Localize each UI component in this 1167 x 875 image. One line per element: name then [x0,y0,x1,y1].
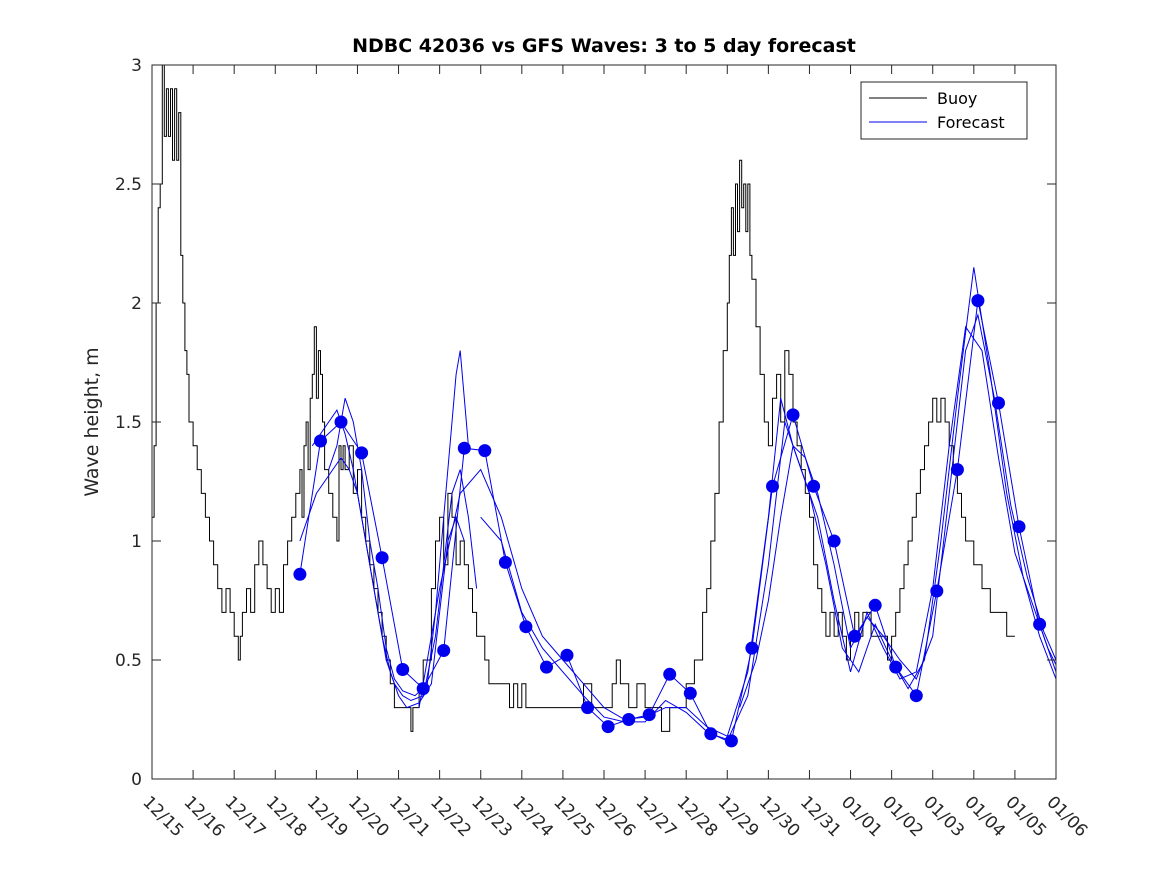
forecast-marker-34 [971,294,985,308]
y-axis-label: Wave height, m [81,347,103,496]
forecast-marker-17 [622,713,636,726]
forecast-marker-23 [745,641,759,655]
forecast-marker-4 [355,446,369,460]
forecast-marker-21 [704,727,718,741]
series-layer [152,64,1057,742]
forecast-marker-8 [437,644,451,657]
forecast-marker-31 [909,689,923,703]
forecast-marker-37 [1033,617,1047,631]
forecast-marker-9 [457,441,471,455]
y-tick-label-4: 2 [131,294,142,314]
forecast-marker-26 [807,479,821,493]
forecast-marker-30 [889,660,903,674]
y-tick-label-5: 2.5 [115,175,142,195]
legend-forecast-label: Forecast [937,113,1005,132]
chart-title: NDBC 42036 vs GFS Waves: 3 to 5 day fore… [352,35,856,57]
forecast-marker-6 [396,663,410,676]
forecast-marker-10 [478,444,492,458]
legend-box [860,81,1028,140]
y-tick-label-0: 0 [131,770,142,790]
forecast-marker-19 [663,667,677,681]
forecast-marker-35 [992,396,1005,410]
forecast-marker-22 [724,734,738,748]
forecast-marker-32 [930,584,944,598]
forecast-line-5 [418,267,1057,737]
forecast-line-4 [299,300,1057,742]
y-tick-label-3: 1.5 [115,413,142,433]
forecast-marker-20 [683,686,697,700]
forecast-marker-1 [293,567,307,581]
forecast-marker-25 [786,408,800,422]
forecast-marker-36 [1012,520,1026,534]
y-tick-label-1: 0.5 [115,651,142,671]
forecast-line-3 [328,350,469,697]
marker-layer [293,294,1047,748]
forecast-marker-29 [868,598,882,612]
plot-area [152,65,1056,779]
forecast-marker-5 [375,551,389,565]
forecast-marker-13 [540,660,553,674]
forecast-marker-12 [519,620,533,634]
forecast-marker-7 [416,682,430,696]
forecast-marker-18 [642,708,656,722]
legend: Buoy Forecast [860,81,1028,140]
forecast-marker-3 [334,415,348,429]
buoy-series-line [152,64,1015,732]
forecast-marker-28 [848,629,862,643]
forecast-marker-11 [498,555,512,569]
forecast-marker-2 [314,434,327,448]
forecast-line-7 [739,312,1057,708]
forecast-marker-16 [601,720,615,734]
forecast-marker-27 [827,534,841,548]
forecast-line-2 [311,409,478,702]
forecast-marker-33 [950,463,964,477]
y-tick-label-6: 3 [131,56,142,76]
legend-buoy-label: Buoy [937,89,977,108]
forecast-marker-15 [581,701,595,715]
y-tick-label-2: 1 [131,532,142,552]
forecast-marker-14 [560,648,574,662]
forecast-marker-24 [766,479,779,493]
